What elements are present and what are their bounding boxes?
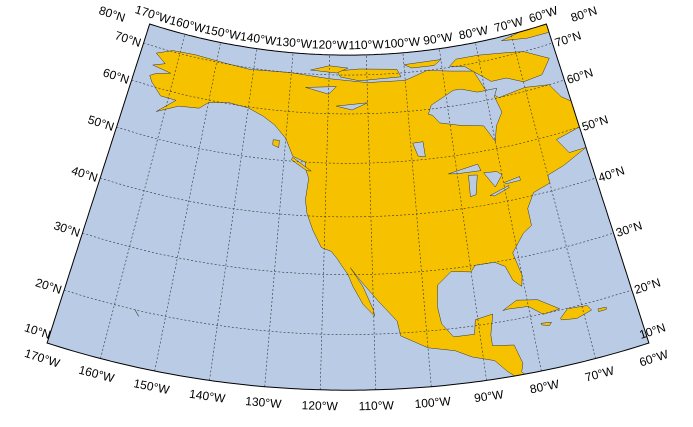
lake: [468, 174, 478, 198]
lon-label-top: 140°W: [239, 29, 277, 48]
parallel-line: [143, 42, 553, 76]
lon-label-bottom: 160°W: [77, 363, 116, 386]
map-border: [46, 23, 650, 391]
island: [402, 59, 442, 69]
lake: [489, 185, 510, 197]
lon-label-top: 130°W: [275, 34, 313, 51]
parallel-line: [64, 289, 632, 335]
lon-label-bottom: 120°W: [301, 398, 338, 413]
lon-label-top: 170°W: [133, 2, 172, 27]
meridian-line: [366, 54, 377, 390]
meridian-line: [154, 42, 221, 372]
lon-label-top: 60°W: [527, 3, 560, 26]
lake: [412, 141, 426, 158]
graticule: [64, 34, 632, 390]
lat-label-left: 80°N: [97, 3, 127, 25]
lake: [336, 102, 368, 111]
lon-label-bottom: 100°W: [414, 394, 452, 411]
lat-label-right: 60°N: [565, 65, 595, 87]
lat-label-right: 40°N: [596, 163, 626, 185]
lon-label-top: 80°W: [458, 23, 490, 43]
lat-label-left: 70°N: [113, 28, 143, 50]
island: [448, 51, 550, 83]
lon-label-bottom: 70°W: [583, 363, 616, 384]
lon-label-bottom: 80°W: [529, 377, 561, 397]
island: [290, 156, 313, 172]
island: [560, 305, 593, 321]
lat-label-left: 20°N: [34, 275, 64, 297]
axis-labels: 10°N 10°N20°N 20°N30°N 30°N40°N 40°N50°N 50°N…: [23, 2, 671, 413]
island: [540, 321, 552, 326]
lon-label-bottom: 140°W: [188, 387, 226, 406]
lat-label-left: 10°N: [23, 320, 53, 342]
lon-label-bottom: 130°W: [245, 394, 283, 411]
lon-label-bottom: 90°W: [473, 387, 505, 405]
island: [134, 309, 139, 317]
meridian-line: [475, 42, 542, 372]
lon-label-top: 120°W: [312, 37, 349, 52]
lat-label-left: 60°N: [101, 65, 131, 87]
parallel-line: [131, 79, 565, 115]
island: [597, 306, 607, 312]
lon-label-top: 90°W: [422, 30, 454, 48]
lon-label-bottom: 170°W: [23, 346, 62, 371]
lon-label-top: 100°W: [383, 34, 421, 51]
island: [272, 139, 280, 149]
parallel-line: [116, 126, 580, 164]
lat-label-left: 40°N: [70, 163, 100, 185]
lat-label-right: 50°N: [580, 112, 610, 134]
lon-label-top: 110°W: [348, 37, 384, 52]
lat-label-left: 50°N: [86, 112, 116, 134]
lat-label-left: 30°N: [52, 218, 82, 240]
meridian-line: [264, 52, 294, 387]
meridian-line: [439, 48, 487, 381]
meridian-line: [510, 34, 596, 359]
lat-label-right: 80°N: [569, 3, 599, 25]
parallel-line: [82, 232, 614, 275]
island: [502, 299, 561, 315]
lat-label-right: 30°N: [614, 218, 644, 240]
meridian-line: [100, 34, 186, 359]
meridian-line: [402, 52, 432, 387]
lon-label-bottom: 110°W: [358, 398, 394, 413]
lat-label-right: 20°N: [632, 275, 662, 297]
meridian-line: [209, 48, 257, 381]
lake: [503, 176, 521, 185]
lat-label-right: 70°N: [553, 28, 583, 50]
lon-label-bottom: 150°W: [132, 376, 171, 397]
meridian-line: [319, 54, 330, 390]
lake: [448, 163, 482, 175]
lon-label-bottom: 60°W: [638, 347, 671, 370]
